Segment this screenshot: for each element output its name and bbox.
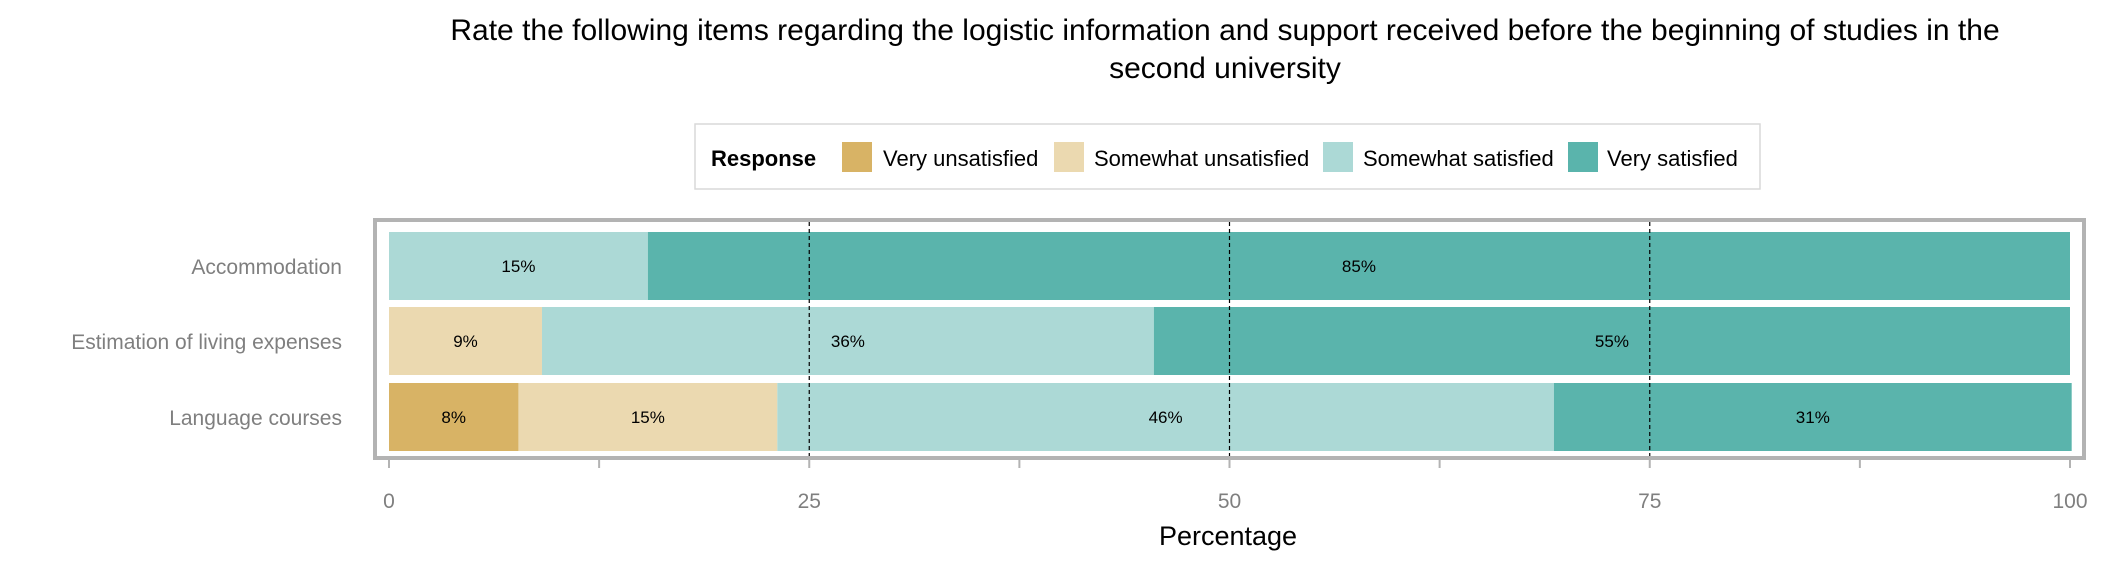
x-axis: 0 25 50 75 100: [383, 460, 2088, 513]
data-label-language-courses-somewhat-satisfied: 46%: [1149, 408, 1183, 427]
plot-border: [373, 218, 2086, 460]
legend-label-very-satisfied: Very satisfied: [1607, 146, 1738, 171]
legend-swatch-very-satisfied: [1568, 142, 1598, 172]
x-tick-label-50: 50: [1218, 490, 1241, 513]
reference-lines: [808, 222, 1651, 456]
legend-swatch-somewhat-satisfied: [1323, 142, 1353, 172]
data-label-language-courses-somewhat-unsatisfied: 15%: [631, 408, 665, 427]
legend-label-somewhat-satisfied: Somewhat satisfied: [1363, 146, 1554, 171]
bar-accommodation-somewhat-satisfied: [389, 232, 648, 300]
legend-swatch-somewhat-unsatisfied: [1054, 142, 1084, 172]
x-axis-label: Percentage: [1159, 521, 1297, 551]
bars: [389, 232, 2072, 451]
legend-entries: Very unsatisfied Somewhat unsatisfied Some…: [842, 142, 1738, 172]
legend: Response Very unsatisfied Somewhat unsati…: [694, 123, 1761, 190]
bar-estimation-of-living-expenses-very-satisfied: [1153, 307, 2070, 375]
legend-swatch-very-unsatisfied: [842, 142, 872, 172]
plot-area: 15% 85% 9% 36% 55% 8% 15% 46% 31% Accommodation E…: [71, 218, 2088, 513]
bar-labels: 15% 85% 9% 36% 55% 8% 15% 46% 31%: [441, 257, 1829, 427]
x-tick-label-100: 100: [2052, 490, 2087, 513]
y-tick-labels: Accommodation Estimation of living expens…: [71, 256, 342, 430]
bar-language-courses-very-unsatisfied: [389, 383, 519, 451]
bar-language-courses-somewhat-unsatisfied: [518, 383, 778, 451]
data-label-estimation-of-living-expenses-somewhat-satisfied: 36%: [831, 332, 865, 351]
data-label-language-courses-very-unsatisfied: 8%: [441, 408, 466, 427]
x-tick-label-25: 25: [798, 490, 821, 513]
data-label-accommodation-somewhat-satisfied: 15%: [501, 257, 535, 276]
bar-accommodation-very-satisfied: [647, 232, 2070, 300]
bar-estimation-of-living-expenses-somewhat-unsatisfied: [389, 307, 542, 375]
y-tick-label-language-courses: Language courses: [169, 407, 342, 430]
data-label-language-courses-very-satisfied: 31%: [1796, 408, 1830, 427]
data-label-estimation-of-living-expenses-very-satisfied: 55%: [1595, 332, 1629, 351]
y-tick-label-estimation-of-living-expenses: Estimation of living expenses: [71, 331, 342, 354]
y-tick-label-accommodation: Accommodation: [191, 256, 342, 279]
legend-title: Response: [711, 146, 816, 171]
x-tick-label-0: 0: [383, 490, 395, 513]
chart-title-line-2: second university: [1109, 52, 1341, 85]
bar-estimation-of-living-expenses-somewhat-satisfied: [541, 307, 1154, 375]
bar-language-courses-very-satisfied: [1553, 383, 2072, 451]
x-tick-label-75: 75: [1638, 490, 1661, 513]
legend-label-somewhat-unsatisfied: Somewhat unsatisfied: [1094, 146, 1309, 171]
bar-language-courses-somewhat-satisfied: [777, 383, 1554, 451]
data-label-accommodation-very-satisfied: 85%: [1342, 257, 1376, 276]
chart-title-line-1: Rate the following items regarding the l…: [450, 14, 1999, 47]
data-label-estimation-of-living-expenses-somewhat-unsatisfied: 9%: [453, 332, 478, 351]
legend-label-very-unsatisfied: Very unsatisfied: [883, 146, 1038, 171]
